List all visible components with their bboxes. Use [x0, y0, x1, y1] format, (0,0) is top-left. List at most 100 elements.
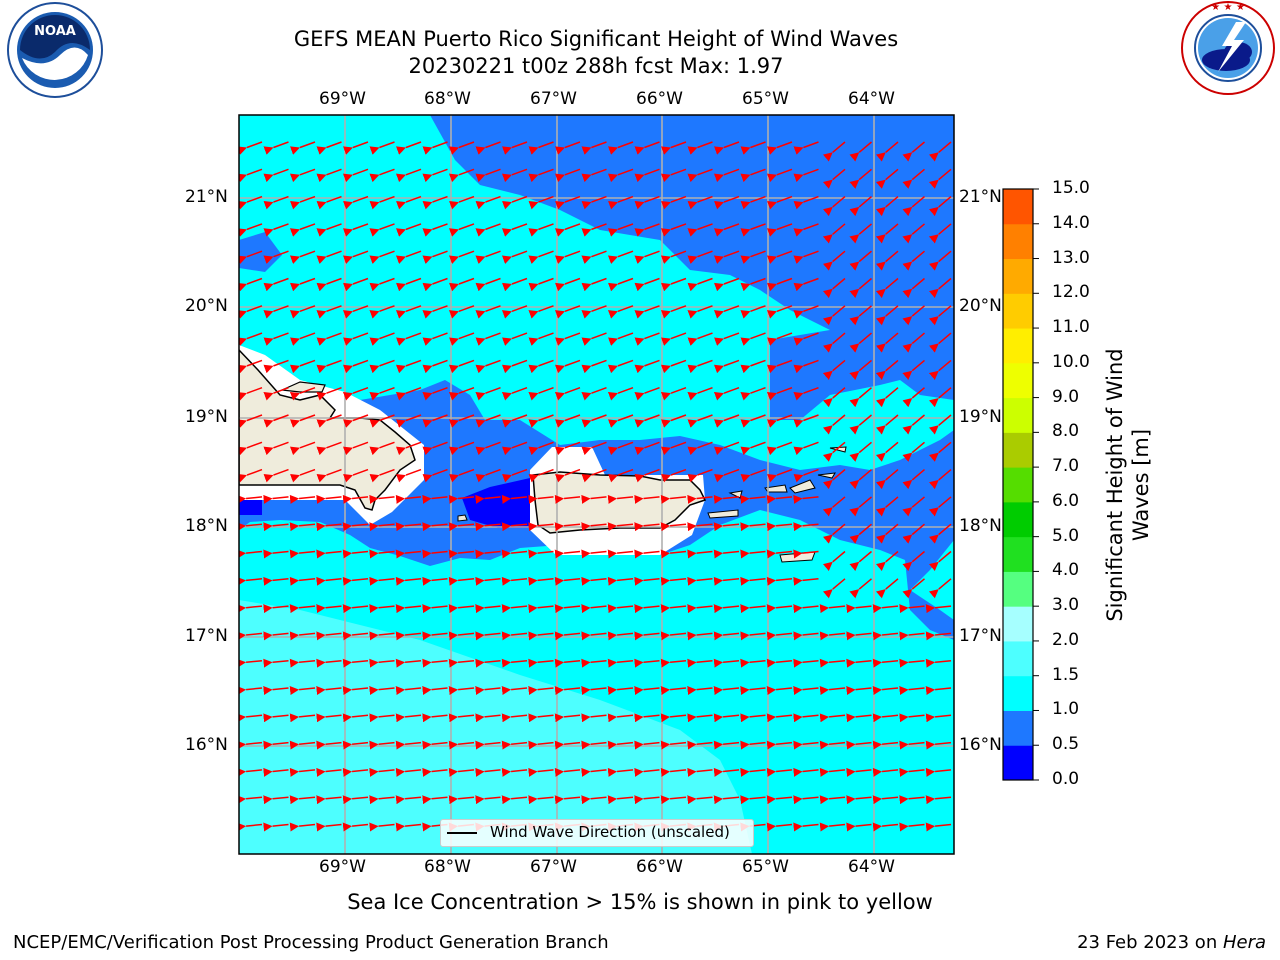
wind-wave-arrow [395, 604, 422, 614]
wind-wave-arrow [634, 168, 660, 183]
wind-wave-arrow [422, 686, 448, 695]
wind-wave-arrow [899, 604, 925, 614]
wind-wave-arrow [475, 441, 501, 456]
wind-wave-arrow [793, 250, 819, 264]
wind-wave-arrow [925, 604, 952, 614]
wind-wave-arrow [554, 305, 581, 319]
wind-wave-arrow [634, 713, 660, 723]
wind-wave-arrow [395, 168, 422, 183]
wind-wave-arrow [928, 359, 952, 380]
wind-wave-arrow [660, 631, 687, 641]
wind-wave-arrow [687, 740, 713, 750]
wind-wave-arrow [289, 522, 316, 532]
wind-wave-arrow [422, 795, 448, 805]
wind-wave-arrow [849, 496, 872, 517]
wind-wave-arrow [713, 686, 740, 695]
wind-wave-arrow [928, 305, 952, 326]
wind-wave-arrow [316, 141, 342, 155]
colorbar [1003, 188, 1039, 781]
wind-wave-arrow [634, 223, 660, 237]
wind-wave-arrow [849, 141, 872, 162]
wind-wave-arrow [687, 277, 713, 292]
colorbar-segment [1003, 501, 1033, 538]
wind-wave-arrow [660, 168, 687, 183]
wind-wave-arrow [528, 522, 554, 532]
map-legend: Wind Wave Direction (unscaled) [440, 819, 754, 847]
wind-wave-arrow [660, 549, 687, 559]
wind-wave-arrow [554, 359, 581, 374]
wind-wave-arrow [239, 767, 263, 777]
wind-wave-arrow [475, 740, 501, 750]
wind-wave-arrow [713, 468, 740, 483]
wind-wave-arrow [239, 631, 263, 641]
wind-wave-arrow [263, 549, 289, 559]
wind-wave-arrow [448, 740, 475, 750]
lat-tick-left: 18°N [185, 516, 228, 536]
wind-wave-arrow [475, 223, 501, 237]
wind-wave-arrow [740, 386, 766, 401]
wind-wave-arrow [607, 468, 634, 483]
wind-wave-arrow [740, 441, 766, 456]
wind-wave-arrow [822, 523, 846, 544]
wind-wave-arrow [660, 305, 687, 319]
wind-wave-arrow [607, 359, 634, 374]
wind-wave-arrow [875, 223, 899, 244]
wind-wave-arrow [239, 277, 263, 292]
wind-wave-arrow [528, 631, 554, 641]
wind-wave-arrow [581, 332, 607, 346]
wind-wave-arrow [422, 332, 448, 346]
wind-wave-arrow [369, 359, 395, 374]
wind-wave-arrow [395, 386, 422, 401]
wind-wave-arrow [263, 141, 289, 155]
wind-wave-arrow [422, 414, 448, 428]
wind-wave-arrow [316, 740, 342, 750]
wind-wave-arrow [448, 468, 475, 483]
wind-wave-arrow [581, 549, 607, 559]
wind-wave-arrow [581, 795, 607, 805]
wind-wave-arrow [660, 141, 687, 155]
wind-wave-arrow [554, 141, 581, 155]
wind-wave-arrow [316, 414, 342, 428]
wind-wave-arrow [316, 195, 342, 210]
wind-wave-arrow [793, 141, 819, 155]
wind-wave-arrow [554, 795, 581, 805]
wind-wave-arrow [766, 195, 793, 210]
wind-wave-arrow [634, 686, 660, 695]
colorbar-segment [1003, 536, 1033, 572]
lat-tick-right: 17°N [959, 626, 1002, 646]
wind-wave-arrow [395, 549, 422, 559]
wind-wave-arrow [713, 195, 740, 210]
wind-wave-arrow [766, 767, 793, 777]
wind-wave-arrow [875, 387, 899, 408]
wind-wave-arrow [342, 549, 369, 559]
wind-wave-arrow [289, 359, 316, 374]
wind-wave-arrow [740, 277, 766, 292]
wind-wave-arrow [501, 658, 528, 668]
wind-wave-arrow [475, 141, 501, 155]
wind-wave-arrow [422, 277, 448, 292]
wind-wave-arrow [528, 713, 554, 723]
wind-wave-arrow [607, 141, 634, 155]
colorbar-label: Significant Height of Wind Waves [m] [1103, 348, 1153, 622]
wind-wave-arrow [740, 767, 766, 777]
wind-wave-arrow [369, 250, 395, 264]
wind-wave-arrow [239, 795, 263, 805]
wind-wave-arrow [713, 386, 740, 401]
wind-wave-arrow [422, 468, 448, 483]
colorbar-segment [1003, 571, 1033, 607]
wind-wave-arrow [395, 359, 422, 374]
wind-wave-arrow [875, 523, 899, 544]
wind-wave-arrow [660, 250, 687, 264]
wind-wave-arrow [289, 168, 316, 183]
wind-wave-arrow [369, 441, 395, 456]
wind-wave-arrow [554, 250, 581, 264]
footer-date: 23 Feb 2023 on Hera [1077, 932, 1266, 953]
wind-wave-arrow [528, 414, 554, 428]
wind-wave-arrow [448, 713, 475, 723]
wind-wave-arrow [875, 469, 899, 490]
wind-wave-arrow [369, 468, 395, 483]
wind-wave-arrow [342, 658, 369, 668]
wind-wave-arrow [289, 631, 316, 641]
wind-wave-arrow [849, 196, 872, 217]
wind-wave-arrow [793, 386, 819, 401]
